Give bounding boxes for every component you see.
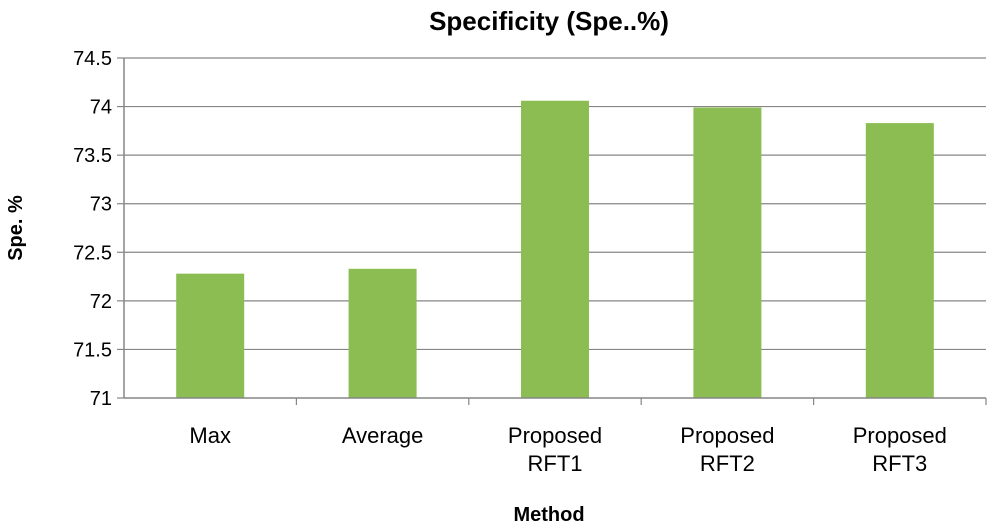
x-tick-label: Proposed RFT1 — [508, 423, 602, 476]
y-axis-ticks: 71 71.5 72 72.5 73 73.5 74 74.5 — [73, 48, 124, 410]
bar — [693, 107, 762, 399]
y-tick-label: 71.5 — [73, 339, 112, 361]
bar — [865, 123, 934, 398]
chart-title: Specificity (Spe..%) — [429, 6, 669, 36]
bar — [521, 100, 589, 398]
x-axis-labels: Max Average Proposed RFT1 Proposed RFT2 Propos… — [189, 398, 987, 476]
x-tick-label: Average — [342, 423, 424, 448]
y-tick-label: 73.5 — [73, 145, 112, 167]
bar — [348, 268, 417, 398]
y-tick-label: 74 — [90, 97, 112, 119]
y-tick-label: 71 — [90, 388, 112, 410]
x-axis-title: Method — [513, 504, 584, 525]
y-tick-label: 74.5 — [73, 48, 112, 70]
y-axis-title: Spe. % — [5, 195, 27, 261]
x-tick-label: Max — [189, 423, 231, 448]
bars — [176, 100, 934, 399]
y-tick-label: 72 — [90, 291, 112, 313]
bar — [176, 273, 245, 398]
x-tick-label: Proposed RFT3 — [853, 423, 947, 476]
x-tick-label: Proposed RFT2 — [680, 423, 774, 476]
y-tick-label: 72.5 — [73, 242, 112, 264]
y-tick-label: 73 — [90, 194, 112, 216]
